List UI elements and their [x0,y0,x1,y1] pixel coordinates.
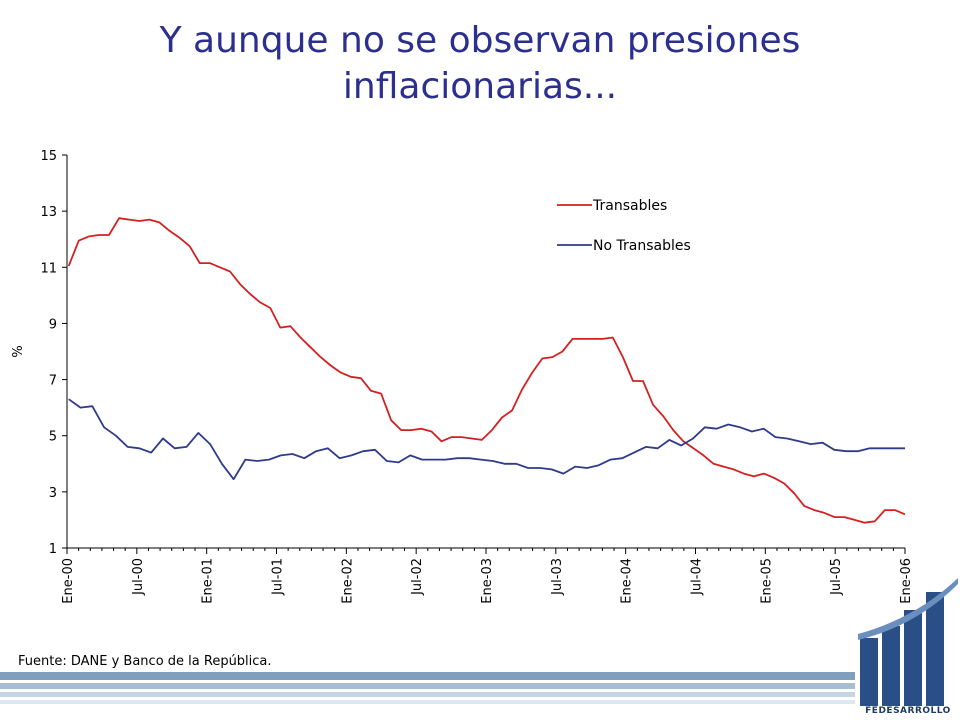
x-tick-label: Ene-04 [620,558,635,604]
legend-label-no-transables: No Transables [593,238,691,254]
x-tick-label: Jul-03 [550,558,565,596]
x-tick-label: Ene-00 [61,558,76,604]
footer-band-4 [0,700,855,704]
x-tick-label: Ene-03 [480,558,495,604]
y-axis-label: % [11,345,26,357]
series-line-no-transables [68,398,905,481]
slide-title-line-2: inflacionarias... [342,66,618,107]
x-tick-label: Jul-04 [690,558,705,596]
x-tick-label: Jul-01 [271,558,286,596]
footer-band-2 [0,683,855,689]
x-tick-label: Jul-05 [829,558,844,596]
y-tick-label: 13 [40,205,57,220]
footer-band-3 [0,692,855,697]
series-line-transables [67,217,906,524]
y-tick-label: 15 [40,149,57,164]
y-tick-label: 5 [49,430,57,445]
x-tick-label: Jul-00 [131,558,146,596]
y-tick-label: 9 [49,317,57,332]
y-tick-label: 3 [49,486,57,501]
y-tick-label: 11 [40,261,57,276]
logo-text: FEDESARROLLO [865,706,951,716]
x-tick-label: Jul-02 [410,558,425,596]
x-tick-label: Ene-02 [340,558,355,604]
legend-label-transables: Transables [592,198,667,214]
x-tick-label: Ene-01 [201,558,216,604]
y-tick-label: 1 [49,542,57,557]
fedesarrollo-logo: FEDESARROLLO [856,578,960,720]
logo-bars-icon [858,578,958,706]
footer-band-1 [0,672,855,680]
source-note: Fuente: DANE y Banco de la República. [18,654,272,669]
x-tick-label: Ene-05 [759,558,774,604]
slide-title: Y aunque no se observan presiones inflac… [0,18,960,110]
y-tick-label: 7 [49,374,57,389]
slide-title-line-1: Y aunque no se observan presiones [159,20,801,61]
x-tick-label: Ene-06 [899,558,914,604]
